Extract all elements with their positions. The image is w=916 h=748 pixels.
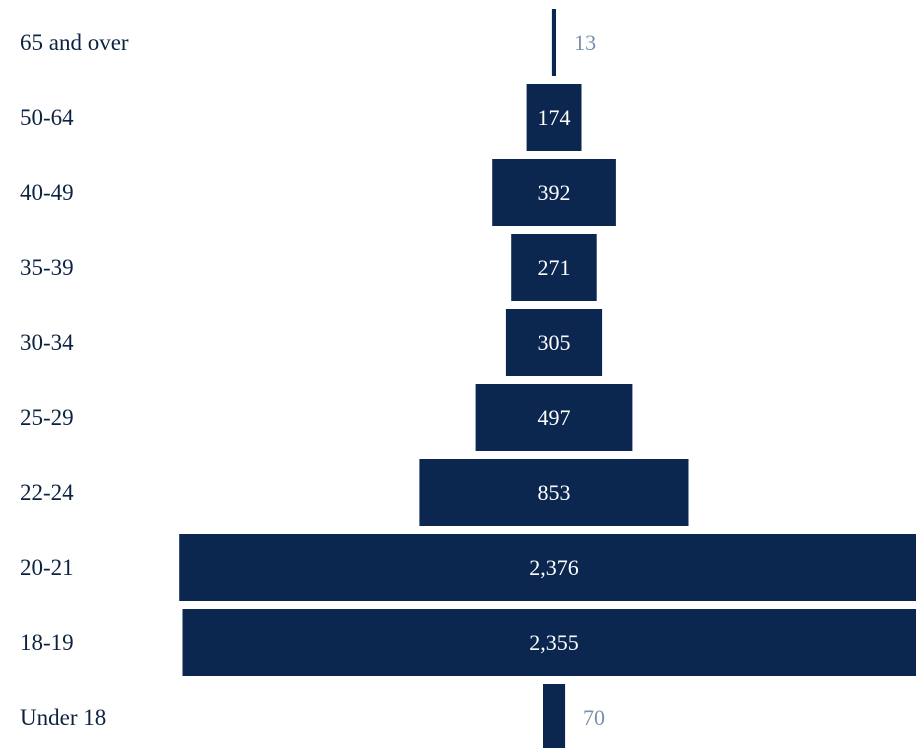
bar-50-64 [526,84,582,151]
bar-35-39 [511,234,597,301]
bar-65-and-over [551,9,556,76]
bar-under-18 [543,684,566,748]
value-label-30-34: 305 [538,330,571,355]
bar-40-49 [492,159,616,226]
value-label-25-29: 497 [538,405,571,430]
category-label-18-19: 18-19 [20,630,74,655]
category-label-30-34: 30-34 [20,330,74,355]
value-label-under-18: 70 [583,705,605,730]
value-label-20-21: 2,376 [529,555,579,580]
category-label-40-49: 40-49 [20,180,74,205]
bars [179,9,916,748]
value-label-35-39: 271 [538,255,571,280]
value-labels: 13 174 392 271 305 497 853 2,376 2,355 70 [529,30,605,730]
bar-22-24 [419,459,689,526]
bar-20-21 [179,534,916,601]
value-label-18-19: 2,355 [529,630,579,655]
bar-30-34 [505,309,603,376]
value-label-65-and-over: 13 [574,30,596,55]
category-label-20-21: 20-21 [20,555,74,580]
bar-18-19 [182,609,916,676]
bar-25-29 [475,384,633,451]
category-label-65-and-over: 65 and over [20,30,129,55]
value-label-50-64: 174 [538,105,571,130]
category-label-22-24: 22-24 [20,480,74,505]
value-label-40-49: 392 [538,180,571,205]
value-label-22-24: 853 [538,480,571,505]
category-label-25-29: 25-29 [20,405,74,430]
category-label-35-39: 35-39 [20,255,74,280]
category-label-50-64: 50-64 [20,105,74,130]
category-labels: 65 and over 50-64 40-49 35-39 30-34 25-29 22-2… [20,30,129,730]
category-label-under-18: Under 18 [20,705,106,730]
